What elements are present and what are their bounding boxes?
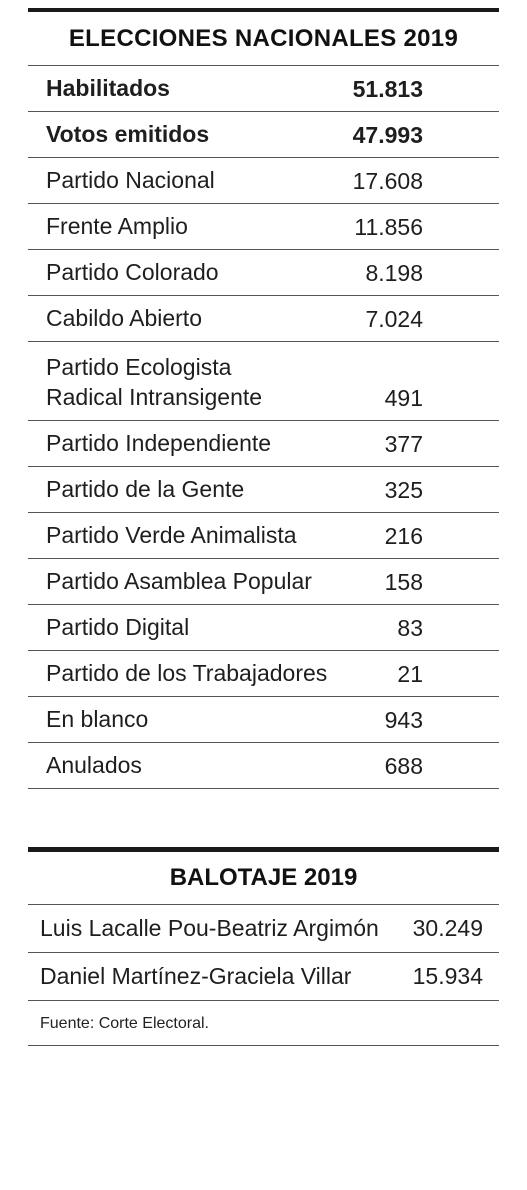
row-label: En blanco [46, 706, 149, 732]
row-value: 943 [384, 707, 423, 733]
table-row: Partido Asamblea Popular 158 [28, 559, 499, 605]
table-row: Partido Colorado 8.198 [28, 250, 499, 296]
table-row: Cabildo Abierto 7.024 [28, 296, 499, 342]
row-label: Partido Verde Animalista [46, 522, 297, 548]
row-value: 21 [397, 661, 423, 687]
row-value: 377 [384, 431, 423, 457]
row-value: 83 [397, 615, 423, 641]
row-label: Partido Ecologista Radical Intransigente [46, 352, 262, 420]
row-label: Partido Digital [46, 614, 190, 640]
table-row: Habilitados 51.813 [28, 66, 499, 112]
table-row: Partido Nacional 17.608 [28, 158, 499, 204]
row-label: Partido Independiente [46, 430, 272, 456]
row-value: 30.249 [412, 915, 483, 941]
row-label: Habilitados [46, 75, 170, 101]
row-label-line1: Partido Ecologista [46, 354, 232, 380]
row-label: Frente Amplio [46, 213, 188, 239]
table-row: En blanco 943 [28, 697, 499, 743]
row-value: 158 [384, 569, 423, 595]
table-body: Habilitados 51.813 Votos emitidos 47.993… [28, 65, 499, 789]
row-value: 51.813 [352, 76, 423, 102]
row-value: 491 [384, 385, 423, 411]
top-rule [28, 847, 499, 852]
row-label: Votos emitidos [46, 121, 210, 147]
row-value: 325 [384, 477, 423, 503]
table-title: BALOTAJE 2019 [169, 864, 358, 891]
row-value: 11.856 [354, 214, 423, 240]
row-value: 47.993 [352, 122, 423, 148]
row-value: 688 [384, 753, 423, 779]
row-label: Partido Nacional [46, 167, 215, 193]
table-row: Partido Ecologista Radical Intransigente … [28, 342, 499, 421]
national-elections-table: ELECCIONES NACIONALES 2019 Habilitados 5… [28, 8, 499, 789]
table-row: Frente Amplio 11.856 [28, 204, 499, 250]
table-row: Partido Independiente 377 [28, 421, 499, 467]
top-rule [28, 8, 499, 12]
table-body: Luis Lacalle Pou-Beatriz Argimón 30.249 … [28, 904, 499, 1046]
table-row: Daniel Martínez-Graciela Villar 15.934 [28, 953, 499, 1001]
table-title: ELECCIONES NACIONALES 2019 [68, 25, 459, 52]
row-label: Anulados [46, 752, 142, 778]
row-label: Partido de los Trabajadores [46, 660, 328, 686]
row-label-line2: Radical Intransigente [46, 384, 263, 410]
row-label: Cabildo Abierto [46, 305, 202, 331]
row-label: Daniel Martínez-Graciela Villar [40, 963, 352, 989]
row-value: 17.608 [352, 168, 423, 194]
row-label: Partido de la Gente [46, 476, 245, 502]
table-row: Votos emitidos 47.993 [28, 112, 499, 158]
table-row: Partido Verde Animalista 216 [28, 513, 499, 559]
table-row: Partido Digital 83 [28, 605, 499, 651]
row-value: 7.024 [365, 306, 423, 332]
row-label: Partido Colorado [46, 259, 219, 285]
table-row: Partido de los Trabajadores 21 [28, 651, 499, 697]
table-row: Partido de la Gente 325 [28, 467, 499, 513]
row-label: Partido Asamblea Popular [46, 568, 312, 594]
runoff-table: BALOTAJE 2019 Luis Lacalle Pou-Beatriz A… [28, 847, 499, 1046]
source-note: Fuente: Corte Electoral. [28, 1001, 499, 1046]
table-row: Luis Lacalle Pou-Beatriz Argimón 30.249 [28, 905, 499, 953]
table-row: Anulados 688 [28, 743, 499, 789]
row-value: 216 [384, 523, 423, 549]
row-label: Luis Lacalle Pou-Beatriz Argimón [40, 915, 379, 941]
row-value: 8.198 [365, 260, 423, 286]
row-value: 15.934 [412, 963, 483, 989]
